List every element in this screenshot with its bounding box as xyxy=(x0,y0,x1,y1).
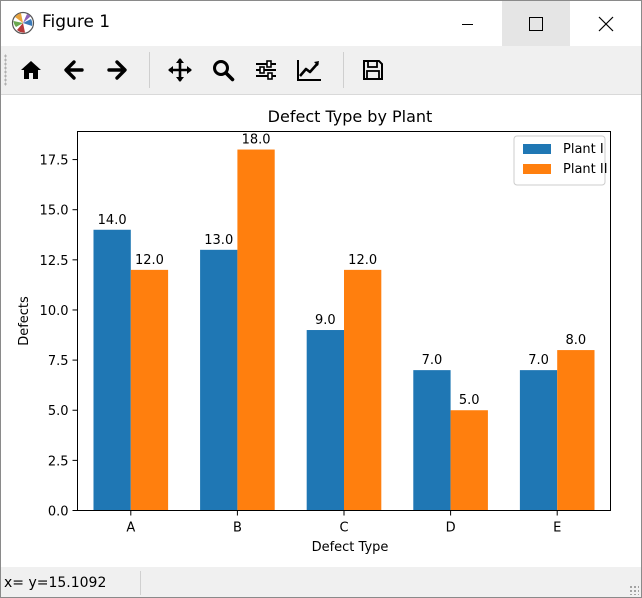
move-icon xyxy=(168,58,192,82)
maximize-button[interactable] xyxy=(502,1,570,46)
toolbar-separator xyxy=(149,52,150,88)
y-tick-label: 5.0 xyxy=(48,404,69,419)
back-button[interactable] xyxy=(60,56,88,84)
close-button[interactable] xyxy=(583,1,629,46)
line-chart-icon xyxy=(297,60,321,81)
minimize-icon xyxy=(462,23,473,25)
close-icon xyxy=(598,16,614,31)
arrow-left-icon xyxy=(64,60,84,80)
bars-layer xyxy=(93,149,595,511)
matplotlib-logo-icon xyxy=(11,11,35,35)
x-tick-label: E xyxy=(553,521,561,536)
toolbar-separator xyxy=(343,52,344,88)
home-button[interactable] xyxy=(17,56,45,84)
bar-series-1-a xyxy=(93,229,131,511)
pan-button[interactable] xyxy=(166,56,194,84)
y-tick-label: 0.0 xyxy=(48,505,69,520)
value-label-series-1-a: 14.0 xyxy=(98,213,127,228)
resize-grip[interactable] xyxy=(629,585,639,595)
sliders-icon xyxy=(256,60,276,80)
bar-series-1-d xyxy=(413,370,451,511)
value-label-series-1-d: 7.0 xyxy=(422,353,443,368)
value-label-series-1-c: 9.0 xyxy=(315,313,336,328)
value-label-series-1-e: 7.0 xyxy=(528,353,549,368)
value-label-series-2-a: 12.0 xyxy=(135,253,164,268)
bar-chart[interactable]: Defect Type by Plant 14.0 13.0 9.0 7.0 7.0 12… xyxy=(1,95,641,567)
cursor-coordinates: x= y=15.1092 xyxy=(4,575,107,591)
x-axis: A B C D E xyxy=(126,510,561,536)
y-tick-label: 2.5 xyxy=(48,454,69,469)
legend-label-series-2: Plant II xyxy=(563,162,608,177)
x-tick-label: B xyxy=(233,521,242,536)
x-tick-label: A xyxy=(126,521,135,536)
minimize-button[interactable] xyxy=(445,1,491,46)
home-icon xyxy=(21,61,41,79)
bar-series-2-c xyxy=(344,269,382,511)
y-tick-label: 12.5 xyxy=(40,254,69,269)
legend-label-series-1: Plant I xyxy=(563,142,604,157)
value-label-series-2-e: 8.0 xyxy=(566,333,587,348)
bar-series-2-d xyxy=(450,410,488,511)
x-axis-label: Defect Type xyxy=(312,540,389,555)
forward-button[interactable] xyxy=(103,56,131,84)
value-label-series-2-c: 12.0 xyxy=(348,253,377,268)
legend-swatch-series-2 xyxy=(523,164,551,174)
configure-subplots-button[interactable] xyxy=(252,56,280,84)
bar-series-1-c xyxy=(306,330,344,511)
x-tick-label: C xyxy=(339,521,348,536)
bar-series-1-e xyxy=(519,370,558,511)
bar-series-2-b xyxy=(237,149,275,511)
x-tick-label: D xyxy=(446,521,456,536)
legend: Plant I Plant II xyxy=(513,135,608,186)
magnifier-icon xyxy=(213,60,235,82)
zoom-button[interactable] xyxy=(209,56,237,84)
value-label-series-1-b: 13.0 xyxy=(204,233,233,248)
y-tick-label: 7.5 xyxy=(48,354,69,369)
bar-series-2-e xyxy=(557,350,595,511)
legend-swatch-series-1 xyxy=(523,144,551,154)
toolbar-grip[interactable] xyxy=(4,54,7,86)
title-bar: Figure 1 xyxy=(1,1,641,46)
bar-series-2-a xyxy=(130,269,169,511)
floppy-disk-icon xyxy=(363,60,383,80)
arrow-right-icon xyxy=(107,60,127,80)
y-tick-label: 15.0 xyxy=(40,204,69,219)
status-bar: x= y=15.1092 xyxy=(1,567,641,597)
edit-axes-button[interactable] xyxy=(295,56,323,84)
y-axis: 0.0 2.5 5.0 7.5 10.0 12.5 15.0 17.5 xyxy=(40,154,78,520)
navigation-toolbar xyxy=(1,46,641,95)
figure-canvas[interactable]: Defect Type by Plant 14.0 13.0 9.0 7.0 7.0 12… xyxy=(1,95,641,567)
bar-series-1-b xyxy=(200,249,238,511)
y-tick-label: 17.5 xyxy=(40,154,69,169)
chart-title: Defect Type by Plant xyxy=(268,107,433,126)
save-button[interactable] xyxy=(359,56,387,84)
status-divider xyxy=(140,571,141,595)
y-tick-label: 10.0 xyxy=(40,304,69,319)
maximize-icon xyxy=(529,16,543,31)
value-label-series-2-b: 18.0 xyxy=(242,133,271,148)
value-labels-layer: 14.0 13.0 9.0 7.0 7.0 12.0 18.0 12.0 5.0 8.0 xyxy=(98,133,587,409)
window-title: Figure 1 xyxy=(42,12,111,32)
value-label-series-2-d: 5.0 xyxy=(459,393,480,408)
y-axis-label: Defects xyxy=(17,296,32,346)
